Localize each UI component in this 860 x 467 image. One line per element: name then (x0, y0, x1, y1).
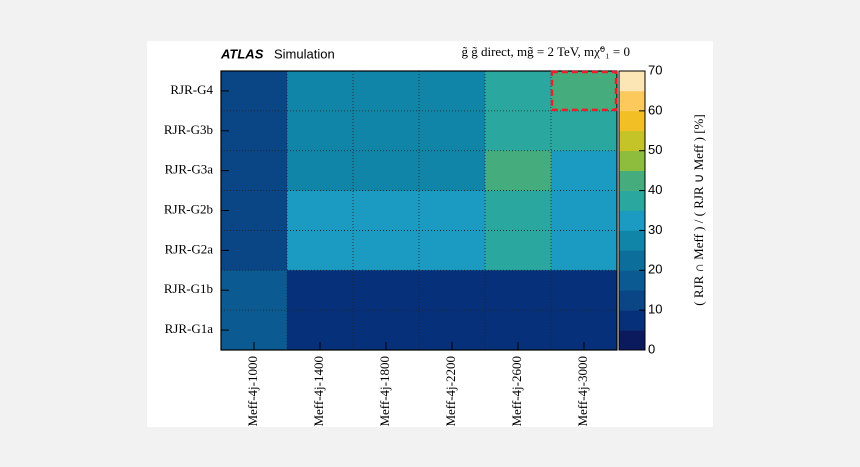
experiment: ATLAS (220, 46, 264, 61)
x-tick-label: Meff-4j-3000 (575, 356, 590, 427)
colorbar-tick-label: 70 (648, 62, 662, 77)
colorbar-band (619, 71, 645, 92)
colorbar-band (619, 150, 645, 171)
heatmap-cell (353, 71, 420, 112)
colorbar-band (619, 310, 645, 331)
heatmap-cell (221, 71, 288, 112)
y-tick-label: RJR-G3b (164, 122, 213, 137)
heatmap-cell (485, 270, 552, 311)
heatmap-cell (485, 230, 552, 271)
heatmap-cell (353, 110, 420, 152)
heatmap-cell (353, 270, 420, 311)
heatmap-cell (419, 230, 486, 271)
heatmap-cell (287, 270, 354, 311)
heatmap-cell (485, 71, 552, 112)
colorbar-tick-label: 60 (648, 102, 662, 117)
heatmap-cell (287, 110, 354, 152)
y-tick-label: RJR-G3a (165, 162, 214, 177)
colorbar-band (619, 110, 645, 132)
experiment-note: Simulation (274, 46, 335, 61)
heatmap-cell (419, 71, 486, 112)
y-tick-label: RJR-G1a (165, 321, 214, 336)
colorbar-tick-label: 0 (648, 341, 655, 356)
colorbar-band (619, 210, 645, 231)
heatmap-cell (551, 230, 618, 271)
process-label: g̃ g̃ direct, mg̃ = 2 TeV, mχ̃⁰₁ = 0 (461, 44, 630, 59)
colorbar-tick-label: 10 (648, 302, 662, 317)
colorbar-band (619, 330, 645, 351)
heatmap-cell (485, 190, 552, 231)
y-tick-label: RJR-G2a (165, 241, 214, 256)
heatmap-cell (221, 150, 288, 192)
heatmap-cell (419, 150, 486, 192)
x-tick-label: Meff-4j-1800 (377, 356, 392, 427)
colorbar-band (619, 190, 645, 211)
heatmap-cell (353, 190, 420, 231)
colorbar-tick-label: 40 (648, 182, 662, 197)
heatmap-cell (221, 190, 288, 231)
heatmap-cell (287, 190, 354, 231)
y-tick-label: RJR-G2b (164, 201, 213, 216)
heatmap-cell (551, 150, 618, 192)
heatmap-cell (287, 71, 354, 112)
heatmap-cell (419, 270, 486, 311)
heatmap-cell (221, 230, 288, 271)
heatmap-cell (551, 110, 618, 152)
heatmap-cell (419, 190, 486, 231)
colorbar-tick-label: 30 (648, 222, 662, 237)
y-tick-label: RJR-G1b (164, 281, 213, 296)
colorbar-frame (618, 70, 646, 351)
heatmap-cell (353, 150, 420, 192)
colorbar-label: ( RJR ∩ Meff ) / ( RJR ∪ Meff ) [%] (691, 114, 706, 305)
heatmap-cell (551, 270, 618, 311)
colorbar-band (619, 130, 645, 152)
colorbar-band (619, 250, 645, 271)
heatmap-cell (551, 71, 618, 112)
heatmap-cell (485, 150, 552, 192)
x-tick-label: Meff-4j-1000 (245, 356, 260, 427)
colorbar-band (619, 270, 645, 291)
heatmap-cell (287, 230, 354, 271)
heatmap-cell (551, 190, 618, 231)
colorbar-tick-label: 20 (648, 262, 662, 277)
heatmap-cell (221, 270, 288, 311)
heatmap-cell (287, 150, 354, 192)
x-tick-label: Meff-4j-1400 (311, 356, 326, 427)
colorbar-band (619, 290, 645, 311)
x-tick-label: Meff-4j-2200 (443, 356, 458, 427)
highlight-box (550, 70, 618, 112)
heatmap-cell (221, 110, 288, 152)
colorbar-band (619, 170, 645, 191)
heatmap-cell (353, 230, 420, 271)
heatmap-cell (485, 110, 552, 152)
colorbar-band (619, 230, 645, 251)
heatmap-cell (419, 110, 486, 152)
y-tick-label: RJR-G4 (170, 82, 213, 97)
x-tick-label: Meff-4j-2600 (509, 356, 524, 427)
colorbar-band (619, 90, 645, 112)
colorbar-tick-label: 50 (648, 142, 662, 157)
